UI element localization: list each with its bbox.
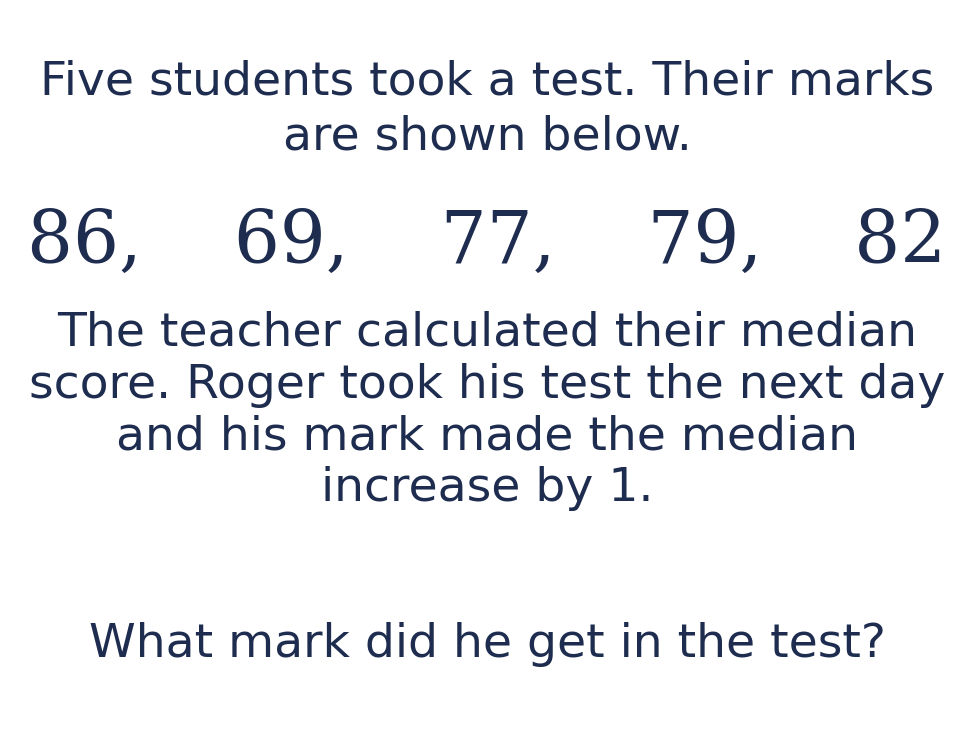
Text: The teacher calculated their median: The teacher calculated their median — [57, 311, 917, 356]
Text: and his mark made the median: and his mark made the median — [116, 414, 858, 460]
Text: are shown below.: are shown below. — [282, 115, 692, 160]
Text: Five students took a test. Their marks: Five students took a test. Their marks — [40, 59, 934, 104]
Text: What mark did he get in the test?: What mark did he get in the test? — [89, 622, 885, 667]
Text: 86,    69,    77,    79,    82: 86, 69, 77, 79, 82 — [27, 207, 947, 278]
Text: increase by 1.: increase by 1. — [320, 466, 654, 511]
Text: score. Roger took his test the next day: score. Roger took his test the next day — [29, 363, 945, 408]
